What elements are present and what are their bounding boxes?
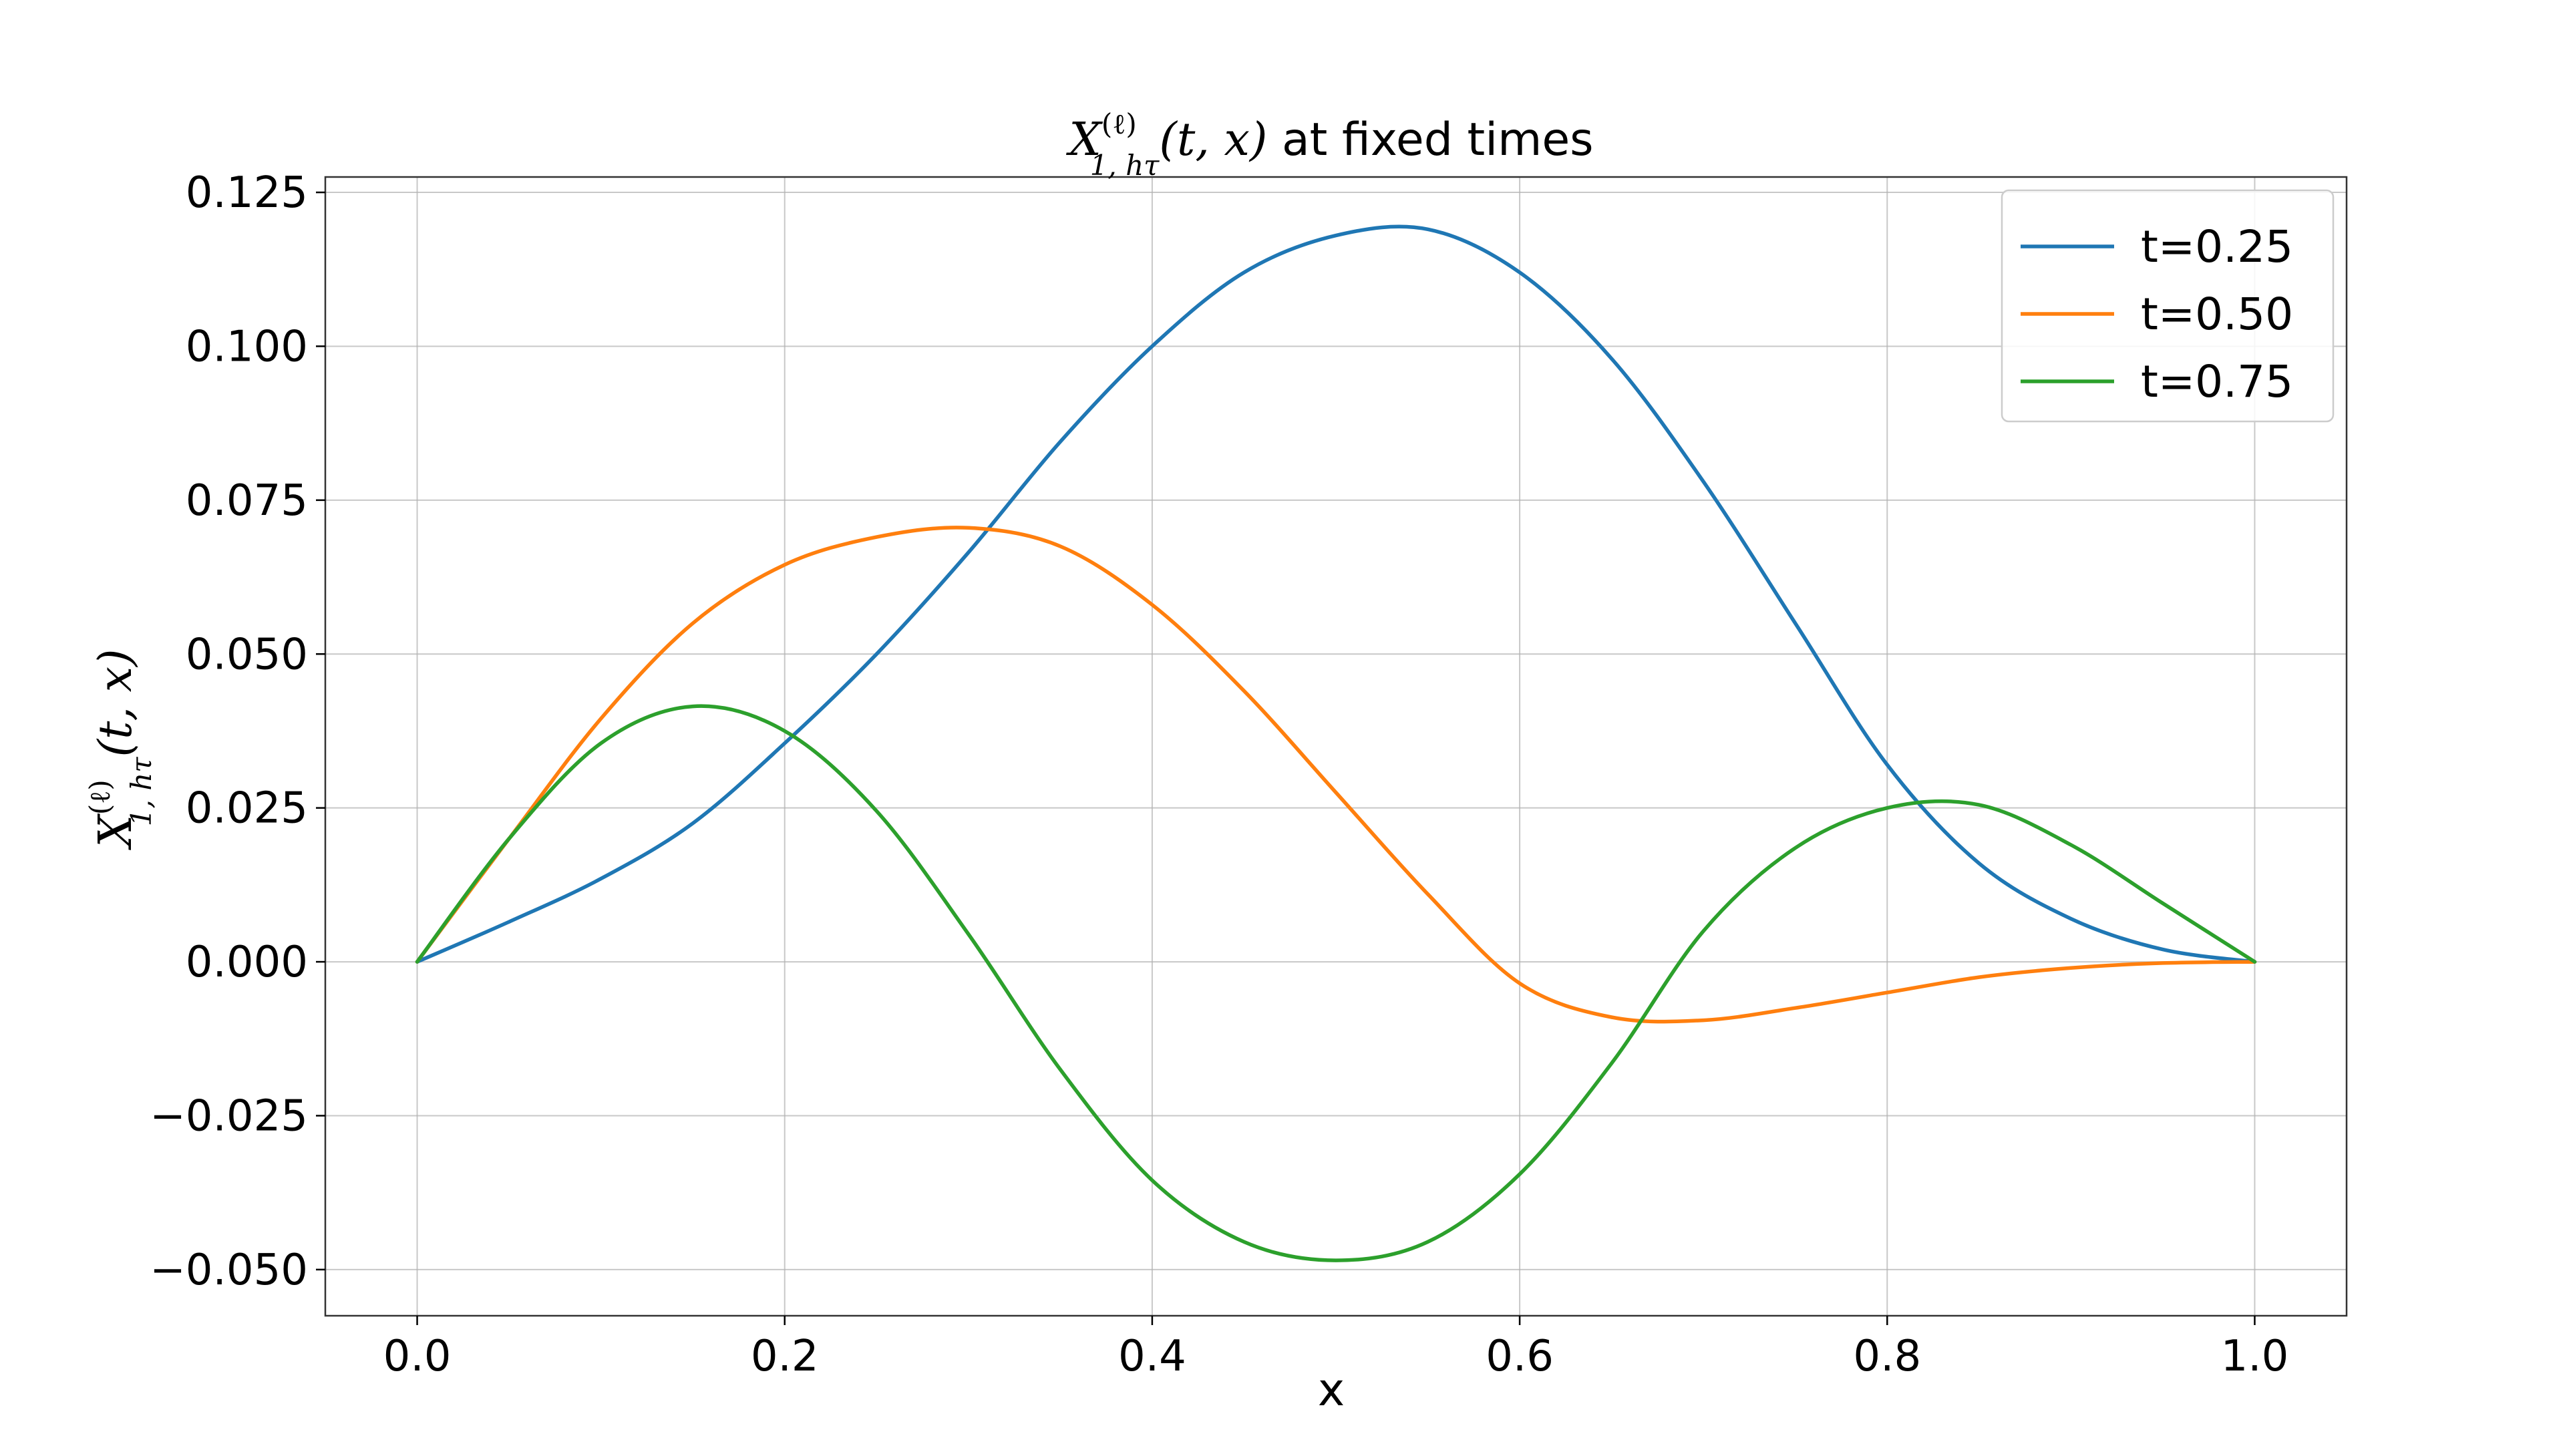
title-suffix: at fixed times — [1267, 114, 1593, 166]
y-tick-label: 0.100 — [186, 322, 308, 371]
x-tick-label: 0.8 — [1853, 1332, 1921, 1381]
y-tick-label: 0.000 — [186, 938, 308, 987]
y-label-symbol: X — [90, 813, 142, 851]
chart-title: X(ℓ) 1, hτ(t, x) at fixed times — [1065, 108, 1593, 182]
y-tick-label: 0.125 — [186, 168, 308, 218]
x-tick-label: 0.0 — [383, 1332, 452, 1381]
x-tick-label: 0.2 — [751, 1332, 819, 1381]
title-subscript: 1, hτ — [1090, 149, 1160, 182]
legend: t=0.25 t=0.50 t=0.75 — [2001, 189, 2335, 423]
y-tick-label: 0.075 — [186, 476, 308, 526]
x-tick-label: 1.0 — [2221, 1332, 2289, 1381]
plot-frame — [324, 176, 2348, 1317]
series-line-3 — [415, 704, 2257, 1262]
y-label-subscript: 1, hτ — [125, 757, 158, 826]
x-tick-label: 0.4 — [1118, 1332, 1186, 1381]
y-tick-label: −0.050 — [150, 1246, 308, 1295]
legend-label: t=0.50 — [2141, 289, 2293, 340]
y-tick-label: 0.050 — [186, 630, 308, 679]
series-line-2 — [415, 526, 2257, 1024]
grid — [325, 177, 2347, 1316]
x-axis-label: x — [1318, 1364, 1345, 1417]
axis-ticks: 0.0 0.2 0.4 0.6 0.8 1.0 0.125 0.100 0.075 0.050 0.… — [150, 168, 2288, 1381]
legend-label: t=0.25 — [2141, 221, 2293, 272]
y-axis-label: X(ℓ) 1, hτ(t, x) — [83, 649, 158, 851]
title-symbol: X — [1065, 114, 1103, 166]
series-line-1 — [415, 224, 2257, 964]
y-label-args: (t, x) — [90, 649, 142, 757]
legend-label: t=0.75 — [2141, 356, 2293, 407]
y-tick-label: −0.025 — [150, 1091, 308, 1141]
series-lines — [415, 224, 2257, 1262]
title-superscript: (ℓ) — [1101, 108, 1137, 140]
y-label-superscript: (ℓ) — [83, 779, 116, 815]
y-tick-label: 0.025 — [186, 784, 308, 834]
title-args: (t, x) — [1159, 114, 1267, 166]
x-tick-label: 0.6 — [1486, 1332, 1554, 1381]
